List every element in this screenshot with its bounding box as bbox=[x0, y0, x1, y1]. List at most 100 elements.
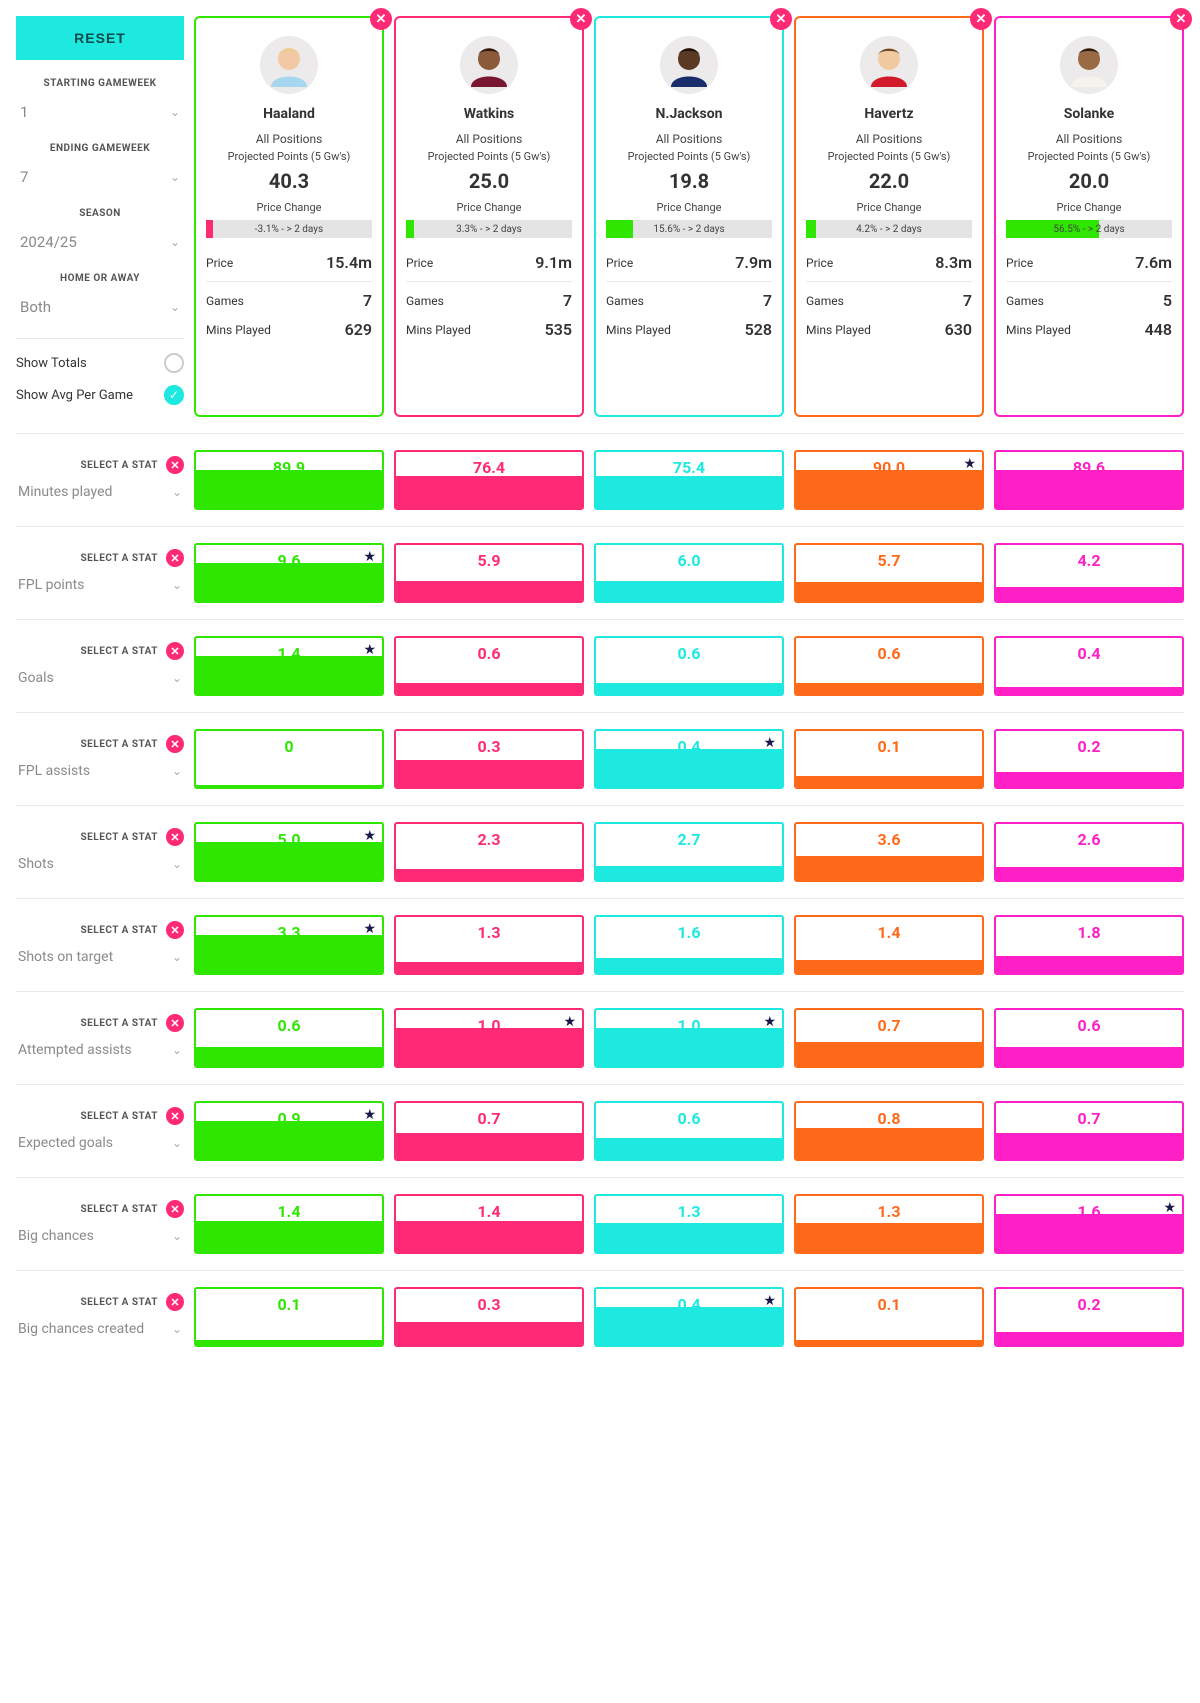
stat-value: 0.7 bbox=[996, 1103, 1182, 1128]
remove-stat-button[interactable]: ✕ bbox=[166, 828, 184, 846]
filter-value: 2024/25 bbox=[20, 233, 77, 251]
stat-cell: 0.6 bbox=[594, 636, 784, 696]
divider bbox=[806, 281, 972, 282]
stat-cell: 1.4 bbox=[394, 1194, 584, 1254]
chevron-down-icon: ⌄ bbox=[172, 1322, 182, 1336]
stat-fill bbox=[196, 1121, 382, 1159]
stat-value: 1.3 bbox=[596, 1196, 782, 1221]
price-change-text: 3.3% - > 2 days bbox=[406, 220, 572, 238]
stat-value: 1.4 bbox=[396, 1196, 582, 1221]
stat-name: Minutes played bbox=[18, 484, 112, 500]
divider bbox=[16, 338, 184, 339]
stat-cell: 1.4 ★ bbox=[194, 636, 384, 696]
remove-stat-button[interactable]: ✕ bbox=[166, 1107, 184, 1125]
radio-show-totals[interactable]: Show Totals bbox=[16, 353, 184, 373]
reset-button[interactable]: RESET bbox=[16, 16, 184, 60]
price-change-meter: 4.2% - > 2 days bbox=[806, 220, 972, 238]
remove-stat-button[interactable]: ✕ bbox=[166, 1200, 184, 1218]
price-label: Price bbox=[806, 256, 833, 270]
stat-select[interactable]: FPL points⌄ bbox=[16, 573, 184, 597]
select-stat-label: SELECT A STAT bbox=[16, 1297, 158, 1308]
stat-value: 5.7 bbox=[796, 545, 982, 570]
stat-cell: 4.2 bbox=[994, 543, 1184, 603]
avatar bbox=[860, 36, 918, 94]
select-stat-label: SELECT A STAT bbox=[16, 1111, 158, 1122]
filter-value: 7 bbox=[20, 168, 28, 186]
stat-fill bbox=[996, 772, 1182, 787]
filter-value: Both bbox=[20, 298, 51, 316]
stat-cell: 6.0 bbox=[594, 543, 784, 603]
stat-cell: 90.0 ★ bbox=[794, 450, 984, 510]
sidebar: RESETSTARTING GAMEWEEK 1⌄ENDING GAMEWEEK… bbox=[16, 16, 184, 417]
stat-select[interactable]: Big chances⌄ bbox=[16, 1224, 184, 1248]
stat-select[interactable]: Attempted assists⌄ bbox=[16, 1038, 184, 1062]
filter-select-1[interactable]: 7⌄ bbox=[16, 162, 184, 192]
remove-stat-button[interactable]: ✕ bbox=[166, 735, 184, 753]
stat-select[interactable]: Shots⌄ bbox=[16, 852, 184, 876]
player-card: ✕ Watkins All Positions Projected Points… bbox=[394, 16, 584, 417]
stat-cell: 0.9 ★ bbox=[194, 1101, 384, 1161]
stat-select[interactable]: Shots on target⌄ bbox=[16, 945, 184, 969]
remove-stat-button[interactable]: ✕ bbox=[166, 549, 184, 567]
stat-fill bbox=[796, 960, 982, 973]
stat-cell: 0.3 bbox=[394, 1287, 584, 1347]
stat-value: 75.4 bbox=[596, 452, 782, 477]
price-change-label: Price Change bbox=[606, 201, 772, 214]
stat-cell: 5.7 bbox=[794, 543, 984, 603]
games-label: Games bbox=[406, 294, 444, 308]
stat-fill bbox=[196, 470, 382, 508]
remove-player-button[interactable]: ✕ bbox=[370, 8, 392, 30]
stat-cell: 2.7 bbox=[594, 822, 784, 882]
remove-player-button[interactable]: ✕ bbox=[570, 8, 592, 30]
stat-value: 0.7 bbox=[396, 1103, 582, 1128]
games-value: 7 bbox=[363, 291, 372, 310]
remove-player-button[interactable]: ✕ bbox=[770, 8, 792, 30]
stat-fill bbox=[396, 1221, 582, 1252]
projected-label: Projected Points (5 Gw's) bbox=[206, 150, 372, 163]
price-change-meter: 56.5% - > 2 days bbox=[1006, 220, 1172, 238]
player-position: All Positions bbox=[206, 132, 372, 146]
remove-stat-button[interactable]: ✕ bbox=[166, 642, 184, 660]
remove-player-button[interactable]: ✕ bbox=[1170, 8, 1192, 30]
projected-label: Projected Points (5 Gw's) bbox=[806, 150, 972, 163]
stat-select[interactable]: Goals⌄ bbox=[16, 666, 184, 690]
filter-select-3[interactable]: Both⌄ bbox=[16, 292, 184, 322]
stat-value: 0.2 bbox=[996, 1289, 1182, 1314]
select-stat-label: SELECT A STAT bbox=[16, 832, 158, 843]
avatar bbox=[460, 36, 518, 94]
filter-select-0[interactable]: 1⌄ bbox=[16, 97, 184, 127]
remove-stat-button[interactable]: ✕ bbox=[166, 921, 184, 939]
price-value: 8.3m bbox=[935, 253, 972, 272]
stat-fill bbox=[196, 1221, 382, 1252]
stat-value: 2.3 bbox=[396, 824, 582, 849]
stat-value: 4.2 bbox=[996, 545, 1182, 570]
stat-fill bbox=[596, 866, 782, 880]
stat-name: Big chances bbox=[18, 1228, 94, 1244]
stat-cell: 0.7 bbox=[994, 1101, 1184, 1161]
stat-fill bbox=[596, 1307, 782, 1345]
stat-selector-block: SELECT A STAT ✕ Big chances created⌄ bbox=[16, 1287, 184, 1347]
stat-fill bbox=[196, 785, 382, 787]
filter-select-2[interactable]: 2024/25⌄ bbox=[16, 227, 184, 257]
remove-stat-button[interactable]: ✕ bbox=[166, 1293, 184, 1311]
remove-player-button[interactable]: ✕ bbox=[970, 8, 992, 30]
radio-show-avg[interactable]: Show Avg Per Game✓ bbox=[16, 385, 184, 405]
filter-value: 1 bbox=[20, 103, 28, 121]
stat-select[interactable]: Minutes played⌄ bbox=[16, 480, 184, 504]
games-label: Games bbox=[806, 294, 844, 308]
stat-fill bbox=[796, 776, 982, 787]
mins-label: Mins Played bbox=[206, 323, 271, 337]
remove-stat-button[interactable]: ✕ bbox=[166, 456, 184, 474]
chevron-down-icon: ⌄ bbox=[172, 578, 182, 592]
stat-selector-block: SELECT A STAT ✕ Big chances⌄ bbox=[16, 1194, 184, 1254]
price-change-text: -3.1% - > 2 days bbox=[206, 220, 372, 238]
stat-value: 0 bbox=[196, 731, 382, 756]
stat-fill bbox=[996, 1332, 1182, 1345]
divider bbox=[16, 805, 1184, 806]
select-stat-label: SELECT A STAT bbox=[16, 646, 158, 657]
stat-cell: 0.6 bbox=[194, 1008, 384, 1068]
remove-stat-button[interactable]: ✕ bbox=[166, 1014, 184, 1032]
stat-select[interactable]: FPL assists⌄ bbox=[16, 759, 184, 783]
stat-select[interactable]: Big chances created⌄ bbox=[16, 1317, 184, 1341]
stat-select[interactable]: Expected goals⌄ bbox=[16, 1131, 184, 1155]
